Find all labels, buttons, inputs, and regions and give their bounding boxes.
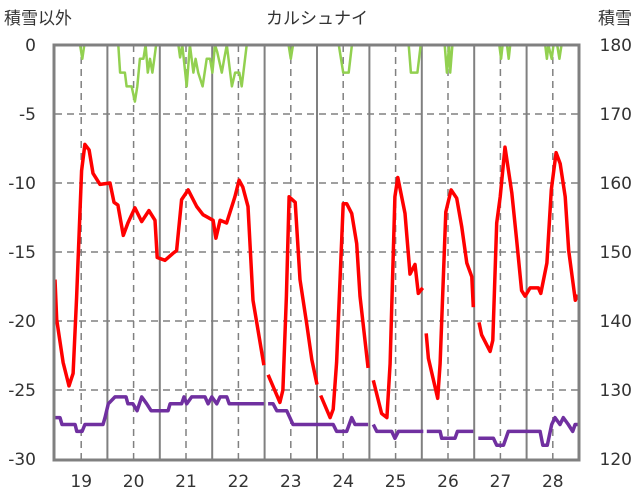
x-tick-label: 21 — [175, 472, 197, 492]
right-tick-label: 150 — [600, 243, 632, 263]
left-tick-label: -15 — [8, 243, 36, 263]
x-tick-label: 28 — [542, 472, 564, 492]
x-tick-label: 23 — [280, 472, 302, 492]
right-tick-label: 160 — [600, 174, 632, 194]
x-tick-label: 25 — [385, 472, 407, 492]
right-tick-label: 130 — [600, 381, 632, 401]
left-tick-label: -30 — [8, 450, 36, 470]
x-tick-label: 22 — [228, 472, 250, 492]
chart-title: カルシュナイ — [266, 9, 368, 29]
left-tick-label: -10 — [8, 174, 36, 194]
plot-frame — [52, 43, 581, 462]
left-tick-label: -5 — [19, 105, 36, 125]
x-tick-label: 27 — [490, 472, 512, 492]
x-tick-label: 24 — [332, 472, 354, 492]
series-purple-line — [55, 395, 579, 447]
right-tick-label: 170 — [600, 105, 632, 125]
tick-labels: 0 -5 -10 -15 -20 -25 -30 180 170 160 150 140 130 120 1… — [8, 36, 632, 492]
gridlines — [55, 45, 579, 459]
x-tick-label: 20 — [123, 472, 145, 492]
right-tick-label: 120 — [600, 450, 632, 470]
right-axis-label: 積雪 — [598, 9, 632, 29]
left-axis-label: 積雪以外 — [4, 9, 72, 29]
left-tick-label: -25 — [8, 381, 36, 401]
right-tick-label: 180 — [600, 36, 632, 56]
left-tick-label: 0 — [25, 36, 36, 56]
right-tick-label: 140 — [600, 312, 632, 332]
series-red-line — [53, 142, 580, 420]
x-tick-label: 19 — [70, 472, 92, 492]
x-tick-label: 26 — [437, 472, 459, 492]
left-tick-label: -20 — [8, 312, 36, 332]
